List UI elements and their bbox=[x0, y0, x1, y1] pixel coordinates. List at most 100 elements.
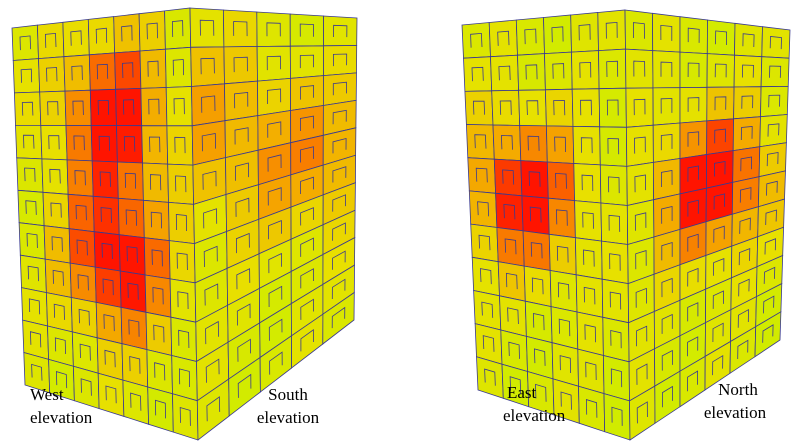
facade-cell bbox=[471, 224, 499, 262]
facade-cell bbox=[67, 160, 93, 196]
facade-cell bbox=[576, 275, 603, 318]
facade-cell bbox=[600, 165, 627, 206]
facade-cell bbox=[147, 350, 173, 394]
facade-cell bbox=[575, 238, 602, 280]
label-line: elevation bbox=[503, 406, 566, 425]
facade-cell bbox=[525, 301, 552, 343]
facade-cell bbox=[519, 90, 547, 126]
facade-cell bbox=[73, 366, 99, 408]
facade-cell bbox=[546, 126, 573, 164]
facade-cell bbox=[117, 162, 143, 200]
facade-cell bbox=[118, 198, 144, 237]
facade-cell bbox=[548, 198, 575, 238]
facade-cell bbox=[190, 8, 224, 47]
facade-cell bbox=[627, 162, 654, 205]
label-line: elevation bbox=[257, 408, 320, 427]
facade-cell bbox=[19, 223, 45, 259]
label-line: West bbox=[30, 385, 64, 404]
facade-cell bbox=[733, 117, 760, 151]
facade-cell bbox=[680, 121, 707, 159]
facade-cell bbox=[516, 18, 544, 56]
buildings bbox=[12, 8, 790, 440]
facade-cell bbox=[166, 87, 192, 126]
facade-cell bbox=[653, 51, 680, 88]
label-line: South bbox=[268, 385, 308, 404]
facade-cell bbox=[547, 162, 574, 201]
facade-cell bbox=[626, 88, 653, 127]
facade-cell bbox=[96, 302, 122, 343]
facade-cell bbox=[141, 88, 167, 126]
facade-cell bbox=[604, 394, 630, 440]
facade-cell bbox=[224, 47, 258, 84]
facade-cell bbox=[223, 10, 257, 47]
facade-cell bbox=[44, 226, 70, 263]
facade-cell bbox=[523, 231, 550, 271]
facade-cell bbox=[290, 14, 323, 46]
facade-cell bbox=[14, 92, 40, 125]
facade-cell bbox=[63, 19, 89, 56]
facade-cell bbox=[46, 293, 72, 332]
facade-cell bbox=[707, 54, 735, 88]
facade-cell bbox=[626, 125, 653, 166]
facade-cell bbox=[602, 279, 628, 323]
facade-cell bbox=[116, 88, 142, 125]
facade-cell bbox=[603, 317, 629, 362]
facade-cell bbox=[706, 151, 733, 189]
facade-cell bbox=[544, 15, 572, 54]
facade-cell bbox=[225, 81, 258, 121]
facade-cell bbox=[257, 46, 290, 81]
facade-cell bbox=[572, 89, 600, 127]
facade-cell bbox=[550, 271, 577, 313]
facade-cell bbox=[169, 202, 195, 243]
facade-cell bbox=[89, 53, 115, 90]
facade-cell bbox=[324, 16, 358, 46]
facade-cell bbox=[114, 14, 140, 53]
facade-cell bbox=[468, 158, 496, 194]
facade-cell bbox=[625, 10, 653, 51]
facade-cell bbox=[464, 57, 492, 92]
facade-cell bbox=[13, 59, 40, 93]
facade-cell bbox=[20, 255, 46, 292]
facade-cell bbox=[680, 17, 708, 54]
facade-cell bbox=[579, 386, 605, 432]
facade-cell bbox=[680, 87, 707, 123]
facade-cell bbox=[41, 125, 67, 159]
facade-cell bbox=[64, 55, 90, 91]
facade-cell bbox=[497, 228, 524, 267]
facade-cell bbox=[324, 46, 357, 76]
facade-cell bbox=[498, 262, 525, 302]
facade-cell bbox=[94, 232, 120, 271]
facade-cell bbox=[323, 73, 356, 106]
facade-cell bbox=[707, 87, 734, 121]
facade-cell bbox=[172, 356, 198, 401]
facade-cell bbox=[549, 234, 576, 274]
facade-cell bbox=[95, 267, 121, 307]
facade-cell bbox=[148, 387, 174, 432]
facade-cell bbox=[16, 125, 42, 158]
label-line: North bbox=[718, 380, 758, 399]
facade-cell bbox=[140, 49, 166, 88]
facade-cell bbox=[762, 27, 790, 59]
facade-cell bbox=[122, 344, 148, 387]
facade-cell bbox=[572, 51, 600, 90]
facade-cell bbox=[577, 312, 603, 356]
facade-cell bbox=[653, 159, 680, 200]
facade-cell bbox=[520, 126, 548, 163]
facade-cell bbox=[465, 91, 493, 125]
facade-cell bbox=[66, 126, 92, 161]
facade-cell bbox=[88, 17, 114, 55]
facade-cell bbox=[496, 193, 523, 231]
facade-cell bbox=[92, 161, 118, 198]
facade-cell bbox=[494, 159, 522, 196]
facade-cell bbox=[653, 88, 680, 126]
facade-cell bbox=[466, 125, 494, 160]
facade-cell bbox=[170, 279, 196, 322]
facade-cell bbox=[165, 8, 191, 49]
facade-cell bbox=[603, 356, 629, 401]
facade-cell bbox=[71, 298, 97, 338]
facade-cell bbox=[171, 317, 197, 361]
facade-cell bbox=[117, 126, 143, 163]
facade-cell bbox=[173, 394, 199, 440]
facade-cell bbox=[37, 22, 64, 58]
facade-cell bbox=[602, 241, 629, 284]
